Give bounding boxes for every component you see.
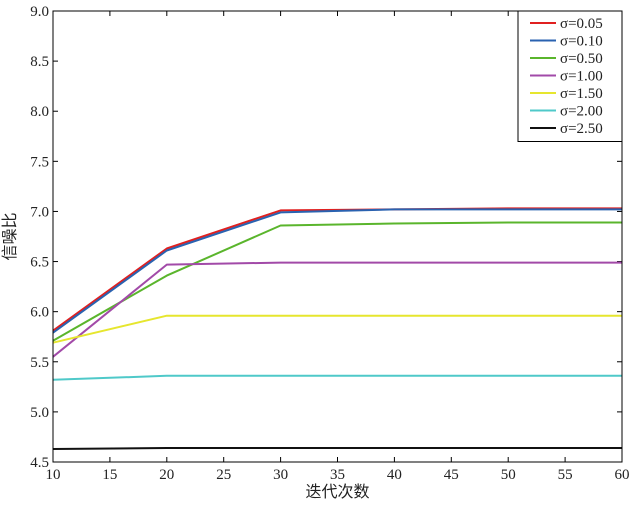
y-tick-label: 7.5 [30, 154, 49, 170]
legend: σ=0.05 σ=0.10σ=0.50 σ=1.00σ=1.50 σ=2.00σ=2.… [517, 10, 623, 142]
series-line-3 [52, 261, 622, 358]
x-tick-label: 10 [46, 467, 61, 483]
x-tick-label: 55 [558, 467, 573, 483]
y-tick-label: 5.5 [30, 355, 49, 371]
legend-label: σ=2.00 [560, 104, 603, 120]
y-tick-label: 9.0 [30, 4, 49, 20]
y-axis-label: 信噪比 [1, 212, 19, 260]
x-tick-label: 35 [330, 467, 345, 483]
legend-label: σ=0.05 [560, 16, 603, 32]
series-line-1 [52, 208, 622, 334]
x-tick-label: 45 [444, 467, 459, 483]
plot-frame [52, 10, 623, 463]
legend-label: σ=0.50 [560, 51, 603, 67]
y-tick-label: 8.5 [30, 54, 49, 70]
y-tick-label: 7.0 [30, 204, 49, 220]
series-line-4 [52, 314, 622, 344]
series-line-2 [52, 221, 622, 342]
y-tick-labels: 4.5 5.0 5.5 6.0 6.5 7.0 7.5 8.0 8.5 9.0 [30, 4, 49, 471]
series-line-0 [52, 207, 622, 332]
x-tick-label: 20 [159, 467, 174, 483]
x-tick-label: 60 [615, 467, 630, 483]
y-tick-label: 4.5 [30, 455, 49, 471]
x-axis-label: 迭代次数 [305, 483, 369, 501]
x-tick-label: 50 [501, 467, 516, 483]
y-tick-label: 6.0 [30, 305, 49, 321]
legend-label: σ=1.00 [560, 69, 603, 85]
series-line-5 [52, 374, 622, 381]
x-tick-label: 15 [102, 467, 117, 483]
x-tick-label: 30 [273, 467, 288, 483]
legend-label: σ=2.50 [560, 121, 603, 137]
series-line-6 [52, 447, 622, 450]
y-tick-label: 5.0 [30, 405, 49, 421]
y-tick-label: 6.5 [30, 255, 49, 271]
legend-label: σ=0.10 [560, 34, 603, 50]
legend-label: σ=1.50 [560, 86, 603, 102]
x-tick-label: 40 [387, 467, 402, 483]
x-tick-label: 25 [216, 467, 231, 483]
y-tick-label: 8.0 [30, 104, 49, 120]
series-lines [52, 207, 622, 450]
x-tick-labels: 10 15 20 25 30 35 40 45 50 55 60 [46, 467, 630, 483]
